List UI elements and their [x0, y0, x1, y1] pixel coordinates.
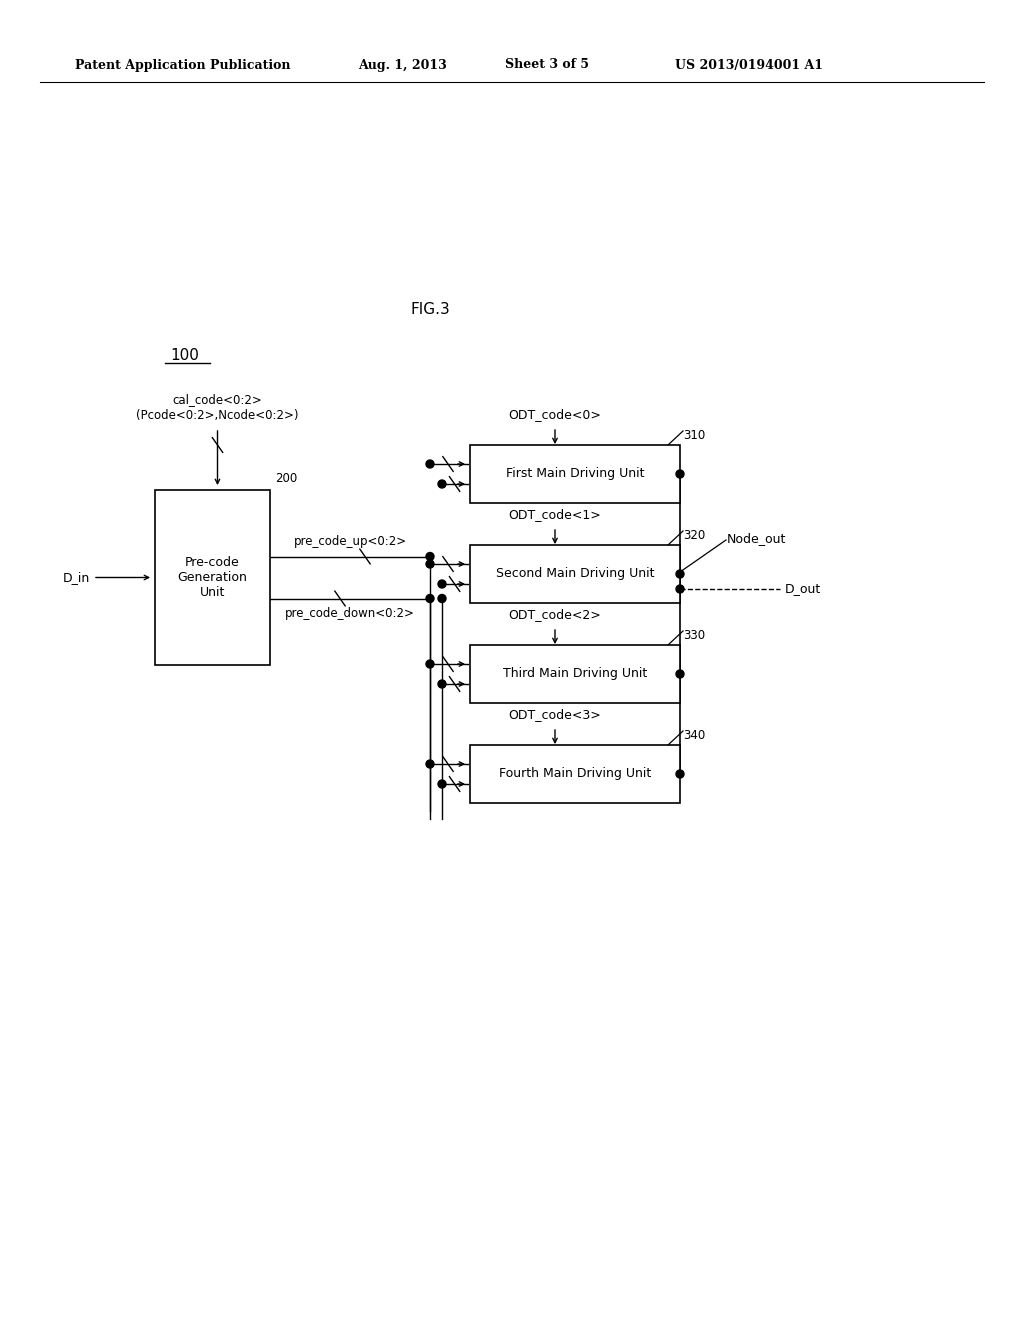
Text: pre_code_down<0:2>: pre_code_down<0:2> — [285, 606, 415, 619]
Text: Node_out: Node_out — [727, 532, 786, 545]
Text: ODT_code<2>: ODT_code<2> — [509, 609, 601, 622]
Text: 100: 100 — [171, 347, 200, 363]
Text: FIG.3: FIG.3 — [411, 302, 450, 318]
Bar — [155, 490, 270, 665]
Text: 310: 310 — [683, 429, 706, 442]
Circle shape — [426, 594, 434, 602]
Bar — [470, 545, 680, 603]
Text: 320: 320 — [683, 529, 706, 543]
Circle shape — [438, 780, 446, 788]
Circle shape — [426, 660, 434, 668]
Bar — [470, 744, 680, 803]
Circle shape — [676, 470, 684, 478]
Text: Patent Application Publication: Patent Application Publication — [75, 58, 291, 71]
Text: 330: 330 — [683, 630, 706, 642]
Text: ODT_code<0>: ODT_code<0> — [509, 408, 601, 421]
Circle shape — [426, 760, 434, 768]
Text: 200: 200 — [275, 473, 297, 484]
Circle shape — [438, 480, 446, 488]
Text: First Main Driving Unit: First Main Driving Unit — [506, 467, 644, 480]
Circle shape — [676, 585, 684, 593]
Text: Pre-code
Generation
Unit: Pre-code Generation Unit — [177, 556, 248, 599]
Text: D_out: D_out — [785, 582, 821, 595]
Circle shape — [676, 671, 684, 678]
Text: Second Main Driving Unit: Second Main Driving Unit — [496, 568, 654, 581]
Circle shape — [426, 553, 434, 561]
Text: Fourth Main Driving Unit: Fourth Main Driving Unit — [499, 767, 651, 780]
Text: ODT_code<3>: ODT_code<3> — [509, 709, 601, 722]
Text: 340: 340 — [683, 729, 706, 742]
Text: D_in: D_in — [62, 572, 90, 583]
Bar — [470, 645, 680, 704]
Text: cal_code<0:2>: cal_code<0:2> — [173, 393, 262, 407]
Circle shape — [676, 770, 684, 777]
Text: Sheet 3 of 5: Sheet 3 of 5 — [505, 58, 589, 71]
Circle shape — [438, 594, 446, 602]
Circle shape — [676, 570, 684, 578]
Text: pre_code_up<0:2>: pre_code_up<0:2> — [294, 536, 407, 549]
Text: Third Main Driving Unit: Third Main Driving Unit — [503, 668, 647, 681]
Text: Aug. 1, 2013: Aug. 1, 2013 — [358, 58, 446, 71]
Text: US 2013/0194001 A1: US 2013/0194001 A1 — [675, 58, 823, 71]
Text: ODT_code<1>: ODT_code<1> — [509, 508, 601, 521]
Bar — [470, 445, 680, 503]
Circle shape — [426, 459, 434, 469]
Text: (Pcode<0:2>,Ncode<0:2>): (Pcode<0:2>,Ncode<0:2>) — [136, 409, 299, 422]
Circle shape — [438, 680, 446, 688]
Circle shape — [438, 579, 446, 587]
Circle shape — [426, 560, 434, 568]
